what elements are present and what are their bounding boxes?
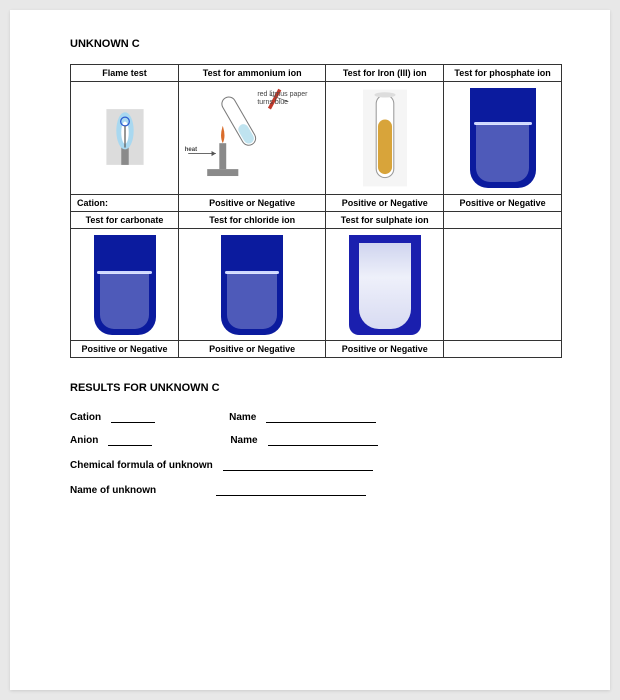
empty-cell	[444, 341, 562, 358]
header-phosphate: Test for phosphate ion	[444, 65, 562, 82]
name-unknown-blank[interactable]	[216, 486, 366, 496]
table-row: Positive or Negative Positive or Negativ…	[71, 341, 562, 358]
formula-row: Chemical formula of unknown	[70, 460, 562, 471]
formula-blank[interactable]	[223, 461, 373, 471]
empty-image-cell	[444, 229, 562, 341]
formula-label: Chemical formula of unknown	[70, 460, 213, 471]
table-row	[71, 229, 562, 341]
heat-label: heat	[185, 147, 197, 153]
result-cell: Positive or Negative	[179, 195, 326, 212]
result-cell: Positive or Negative	[71, 341, 179, 358]
header-sulphate: Test for sulphate ion	[326, 212, 444, 229]
chloride-test-image	[179, 229, 326, 341]
test-tube-icon	[363, 86, 407, 190]
name-label: Name	[230, 435, 257, 446]
cation-label: Cation:	[71, 195, 179, 212]
cation-blank[interactable]	[111, 413, 155, 423]
anion-name-blank[interactable]	[268, 436, 378, 446]
header-carbonate: Test for carbonate	[71, 212, 179, 229]
result-cell: Positive or Negative	[326, 341, 444, 358]
table-row: Cation: Positive or Negative Positive or…	[71, 195, 562, 212]
name-unknown-label: Name of unknown	[70, 485, 156, 496]
header-chloride: Test for chloride ion	[179, 212, 326, 229]
cation-row: Cation Name	[70, 412, 562, 423]
result-cell: Positive or Negative	[179, 341, 326, 358]
result-cell: Positive or Negative	[444, 195, 562, 212]
table-row: Test for carbonate Test for chloride ion…	[71, 212, 562, 229]
name-unknown-row: Name of unknown	[70, 485, 562, 496]
cation-name-blank[interactable]	[266, 413, 376, 423]
results-heading: RESULTS FOR UNKNOWN C	[70, 382, 562, 394]
header-ammonium: Test for ammonium ion	[179, 65, 326, 82]
tests-table: Flame test Test for ammonium ion Test fo…	[70, 64, 562, 358]
anion-label: Anion	[70, 435, 98, 446]
ammonium-diagram: heat red litmus paper turns blue	[179, 82, 326, 195]
anion-row: Anion Name	[70, 435, 562, 446]
empty-cell	[444, 212, 562, 229]
header-flame: Flame test	[71, 65, 179, 82]
page-title: UNKNOWN C	[70, 38, 562, 50]
sulphate-test-image	[326, 229, 444, 341]
iron-test-image	[326, 82, 444, 195]
result-cell: Positive or Negative	[326, 195, 444, 212]
table-row: heat red litmus paper turns blue	[71, 82, 562, 195]
flame-test-image	[71, 82, 179, 195]
carbonate-test-image	[71, 229, 179, 341]
worksheet-page: UNKNOWN C Flame test Test for ammonium i…	[10, 10, 610, 690]
cation-label: Cation	[70, 412, 101, 423]
flame-icon	[94, 85, 156, 189]
table-row: Flame test Test for ammonium ion Test fo…	[71, 65, 562, 82]
litmus-label: red litmus paper turns blue	[257, 91, 319, 106]
anion-blank[interactable]	[108, 436, 152, 446]
name-label: Name	[229, 412, 256, 423]
phosphate-test-image	[444, 82, 562, 195]
header-iron: Test for Iron (III) ion	[326, 65, 444, 82]
